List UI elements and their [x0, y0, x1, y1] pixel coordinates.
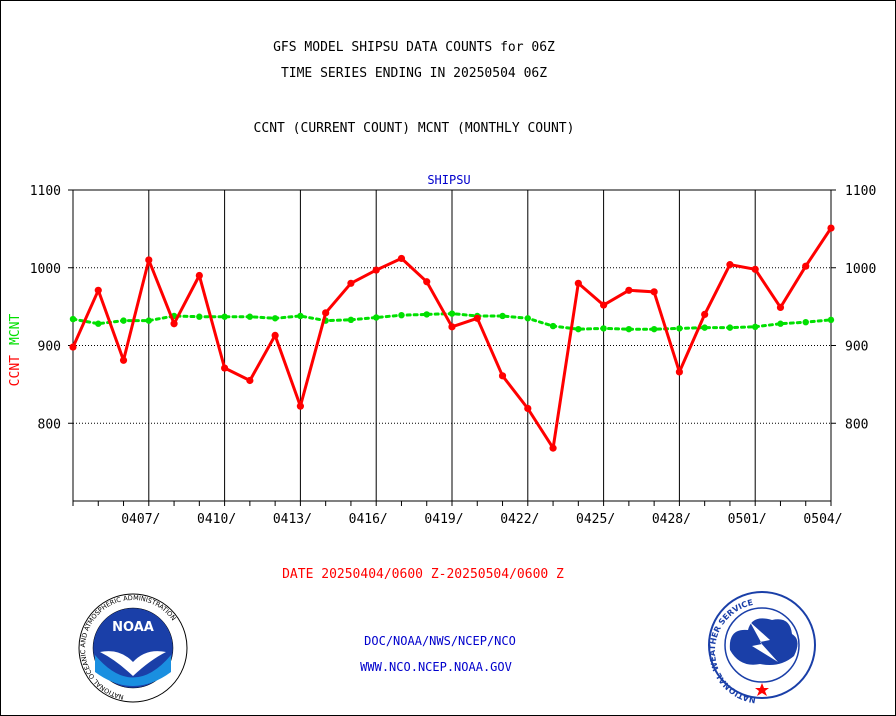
data-point-mcnt: [575, 325, 582, 333]
data-point-mcnt: [777, 320, 784, 327]
y-tick-label-left: 800: [38, 417, 61, 432]
x-tick-label: 0501/: [728, 512, 767, 527]
grid: [73, 190, 832, 501]
data-point-mcnt: [726, 324, 734, 331]
data-point-ccnt: [726, 261, 734, 269]
data-point-ccnt: [701, 310, 709, 318]
data-point-ccnt: [69, 343, 77, 351]
y-tick-label-left: 1000: [30, 262, 61, 277]
data-point-ccnt: [448, 323, 456, 331]
data-point-mcnt: [373, 314, 380, 321]
x-tick-label: 0413/: [273, 512, 312, 527]
data-point-ccnt: [751, 265, 759, 273]
data-point-mcnt: [625, 325, 633, 333]
y-tick-label-left: 1100: [30, 184, 61, 199]
data-point-ccnt: [524, 404, 532, 413]
data-point-ccnt: [600, 301, 608, 309]
date-range-label: DATE 20250404/0600 Z-20250504/0600 Z: [282, 567, 564, 582]
data-point-ccnt: [94, 286, 102, 294]
y-tick-label-right: 900: [845, 340, 868, 355]
data-point-mcnt: [752, 323, 759, 331]
data-point-mcnt: [701, 324, 708, 331]
data-point-mcnt: [297, 312, 304, 320]
y-tick-label-right: 800: [845, 417, 868, 432]
series-ccnt: [69, 224, 835, 452]
footer-agency: DOC/NOAA/NWS/NCEP/NCO: [364, 634, 516, 648]
data-point-ccnt: [170, 320, 178, 328]
chart-title-line-1: GFS MODEL SHIPSU DATA COUNTS for 06Z: [273, 40, 555, 55]
x-tick-label: 0410/: [197, 512, 236, 527]
data-point-mcnt: [549, 322, 557, 330]
data-point-ccnt: [145, 256, 153, 264]
data-point-mcnt: [676, 325, 683, 332]
y-tick-label-right: 1100: [845, 184, 876, 199]
x-tick-label: 0407/: [121, 512, 160, 527]
panel-label: SHIPSU: [427, 173, 470, 187]
data-point-mcnt: [827, 316, 835, 324]
x-tick-label: 0428/: [652, 512, 691, 527]
data-point-mcnt: [69, 315, 77, 323]
data-point-ccnt: [195, 271, 203, 280]
data-point-ccnt: [322, 309, 330, 317]
nws-logo: NATIONAL WEATHER SERVICE: [708, 591, 816, 705]
data-point-ccnt: [473, 314, 481, 322]
data-point-mcnt: [95, 320, 102, 327]
x-tick-label: 0422/: [500, 512, 539, 527]
data-point-ccnt: [776, 303, 785, 312]
x-tick-label: 0425/: [576, 512, 615, 527]
data-point-mcnt: [398, 311, 405, 319]
data-point-ccnt: [221, 364, 229, 372]
data-point-ccnt: [625, 286, 633, 294]
noaa-logo-text: NOAA: [112, 620, 154, 635]
data-point-ccnt: [574, 279, 582, 287]
x-tick-label: 0504/: [803, 512, 842, 527]
y-axis-title-mcnt: MCNT: [8, 314, 23, 345]
data-point-ccnt: [650, 288, 658, 296]
footer-url[interactable]: WWW.NCO.NCEP.NOAA.GOV: [360, 660, 512, 674]
chart-title-line-2: TIME SERIES ENDING IN 20250504 06Z: [281, 66, 547, 81]
data-point-ccnt: [296, 402, 304, 410]
data-point-mcnt: [120, 317, 127, 324]
data-point-mcnt: [221, 313, 228, 320]
data-point-ccnt: [246, 376, 254, 385]
data-point-mcnt: [802, 318, 809, 326]
x-tick-label: 0419/: [424, 512, 463, 527]
data-point-ccnt: [119, 356, 128, 364]
y-axis-title-ccnt: CCNT: [8, 355, 23, 386]
data-point-mcnt: [524, 315, 531, 322]
data-point-mcnt: [499, 312, 506, 320]
data-point-ccnt: [423, 278, 431, 286]
data-point-ccnt: [675, 368, 684, 376]
data-point-mcnt: [600, 325, 607, 332]
data-point-ccnt: [372, 266, 380, 274]
noaa-logo: NATIONAL OCEANIC AND ATMOSPHERIC ADMINIS…: [78, 593, 188, 703]
data-point-ccnt: [498, 372, 507, 380]
y-tick-label-right: 1000: [845, 262, 876, 277]
axes: 1100 1100 1000 1000 900 900 800 800 0407/0410/04…: [30, 184, 877, 527]
data-point-mcnt: [246, 313, 254, 320]
data-point-ccnt: [802, 262, 810, 270]
data-point-mcnt: [650, 325, 658, 333]
data-point-mcnt: [347, 316, 355, 324]
data-point-mcnt: [271, 315, 279, 322]
series-layer: [69, 224, 835, 452]
x-tick-label: 0416/: [349, 512, 388, 527]
data-point-mcnt: [196, 313, 203, 320]
chart-subtitle: CCNT (CURRENT COUNT) MCNT (MONTHLY COUNT…: [254, 121, 575, 136]
data-point-ccnt: [397, 254, 406, 263]
data-point-ccnt: [549, 444, 557, 452]
data-point-ccnt: [827, 224, 835, 232]
data-point-mcnt: [448, 310, 456, 317]
y-axis-title: CCNT MCNT: [8, 314, 23, 387]
data-point-ccnt: [347, 279, 355, 287]
data-point-mcnt: [145, 317, 152, 324]
y-tick-label-left: 900: [38, 340, 61, 355]
data-point-mcnt: [423, 311, 430, 318]
data-point-ccnt: [271, 331, 279, 339]
